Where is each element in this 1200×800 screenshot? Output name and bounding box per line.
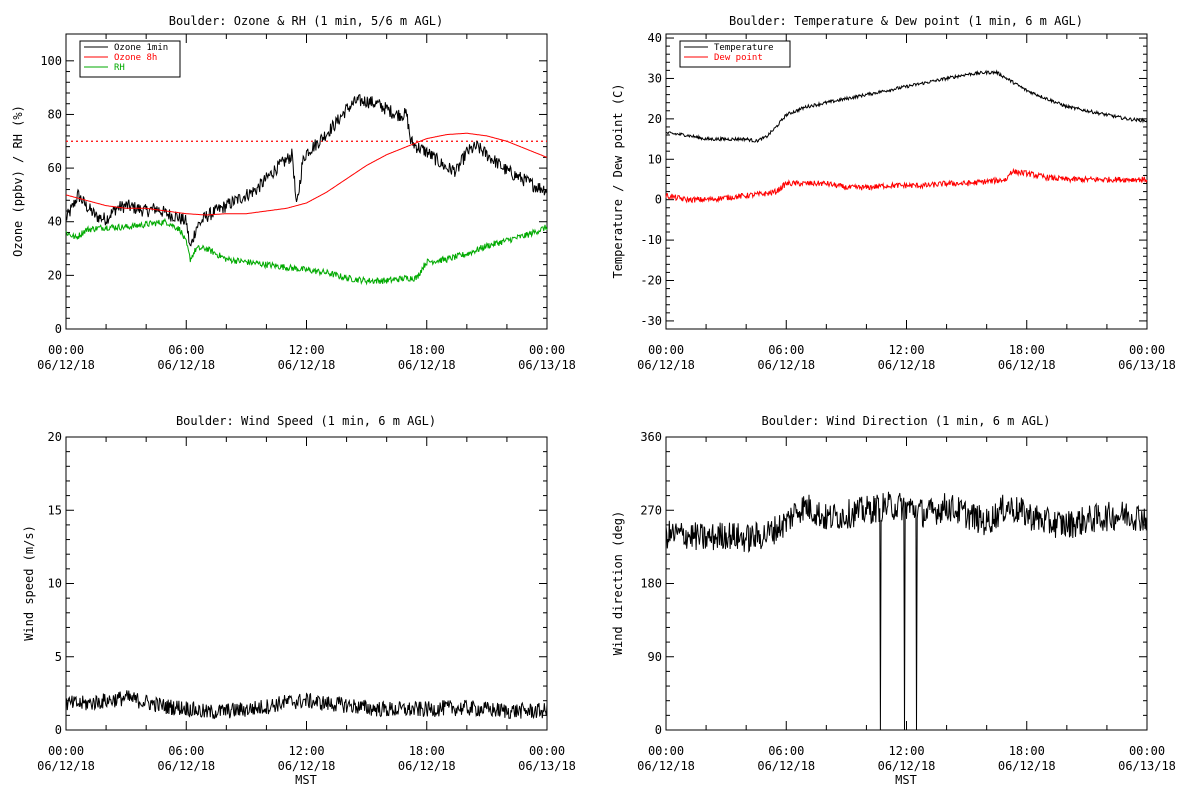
x-tick-label-date: 06/12/18 (37, 759, 95, 773)
x-tick-label-time: 18:00 (409, 343, 445, 357)
x-tick-label-time: 00:00 (529, 343, 565, 357)
y-axis-label: Ozone (ppbv) / RH (%) (11, 105, 25, 257)
x-tick-label-time: 12:00 (888, 744, 924, 758)
legend-label: Temperature (714, 43, 774, 53)
series-line-temperature (665, 69, 1148, 143)
x-tick-label-time: 00:00 (1129, 343, 1165, 357)
x-tick-label-date: 06/12/18 (878, 358, 936, 372)
x-tick-label-time: 12:00 (288, 744, 324, 758)
x-tick-label-date: 06/13/18 (1118, 358, 1176, 372)
x-tick-label-date: 06/12/18 (398, 759, 456, 773)
wind-speed-panel: Boulder: Wind Speed (1 min, 6 m AGL) Win… (22, 414, 576, 787)
y-tick-label: 5 (55, 650, 62, 664)
x-tick-label-date: 06/12/18 (398, 358, 456, 372)
x-tick-label-date: 06/12/18 (157, 358, 215, 372)
x-tick-label-time: 18:00 (409, 744, 445, 758)
x-tick-label-date: 06/13/18 (1118, 759, 1176, 773)
x-tick-label-date: 06/12/18 (278, 358, 336, 372)
legend-box (79, 40, 181, 78)
y-axis-label: Wind direction (deg) (611, 511, 625, 656)
plot-frame (65, 436, 548, 731)
y-tick-label: 360 (640, 430, 662, 444)
wind-direction-panel: Boulder: Wind Direction (1 min, 6 m AGL)… (611, 414, 1176, 787)
x-axis-label: MST (895, 773, 917, 787)
chart-title: Boulder: Temperature & Dew point (1 min,… (729, 14, 1083, 28)
x-tick-label-date: 06/12/18 (757, 358, 815, 372)
y-tick-label: -10 (640, 233, 662, 247)
y-tick-label: 10 (48, 577, 62, 591)
x-tick-label-time: 00:00 (48, 744, 84, 758)
x-axis-label: MST (295, 773, 317, 787)
y-tick-label: 270 (640, 503, 662, 517)
plot-frame (665, 436, 1148, 731)
legend-label: Ozone 8h (114, 53, 157, 63)
x-tick-label-time: 18:00 (1009, 343, 1045, 357)
x-tick-label-date: 06/13/18 (518, 759, 576, 773)
legend-box (679, 40, 791, 68)
y-tick-label: -30 (640, 314, 662, 328)
x-tick-label-date: 06/12/18 (878, 759, 936, 773)
x-tick-label-date: 06/12/18 (637, 358, 695, 372)
x-tick-label-time: 00:00 (648, 343, 684, 357)
series-line-rh (65, 217, 548, 286)
x-tick-label-time: 18:00 (1009, 744, 1045, 758)
x-tick-label-date: 06/12/18 (998, 759, 1056, 773)
x-tick-label-time: 00:00 (648, 744, 684, 758)
chart-title: Boulder: Wind Speed (1 min, 6 m AGL) (176, 414, 436, 428)
y-tick-label: 180 (640, 577, 662, 591)
x-tick-label-time: 00:00 (48, 343, 84, 357)
x-tick-label-date: 06/12/18 (757, 759, 815, 773)
legend-label: RH (114, 63, 125, 73)
y-axis-label: Temperature / Dew point (C) (611, 83, 625, 278)
y-tick-label: 0 (655, 193, 662, 207)
y-tick-label: 0 (55, 723, 62, 737)
x-tick-label-time: 06:00 (768, 744, 804, 758)
series-line-ozone-1min (65, 94, 548, 247)
series-line-ozone-8h (65, 132, 548, 216)
y-axis-label: Wind speed (m/s) (22, 525, 36, 641)
y-tick-label: 30 (648, 71, 662, 85)
x-tick-label-date: 06/12/18 (278, 759, 336, 773)
legend-label: Ozone 1min (114, 43, 168, 53)
x-tick-label-time: 12:00 (888, 343, 924, 357)
series-line-series-0 (65, 690, 548, 720)
chart-title: Boulder: Wind Direction (1 min, 6 m AGL) (762, 414, 1051, 428)
x-tick-label-time: 00:00 (529, 744, 565, 758)
temperature-dewpoint-panel: Boulder: Temperature & Dew point (1 min,… (611, 14, 1176, 372)
y-tick-label: 60 (48, 161, 62, 175)
y-tick-label: 100 (40, 54, 62, 68)
legend-label: Dew point (714, 53, 763, 63)
series-line-series-0 (665, 491, 1148, 731)
y-tick-label: 0 (655, 723, 662, 737)
y-tick-label: 20 (648, 112, 662, 126)
y-tick-label: 10 (648, 152, 662, 166)
y-tick-label: 0 (55, 322, 62, 336)
x-tick-label-date: 06/12/18 (637, 759, 695, 773)
y-tick-label: 80 (48, 107, 62, 121)
y-tick-label: -20 (640, 274, 662, 288)
x-tick-label-date: 06/13/18 (518, 358, 576, 372)
ozone-rh-panel: Boulder: Ozone & RH (1 min, 5/6 m AGL) O… (11, 14, 576, 372)
x-tick-label-time: 00:00 (1129, 744, 1165, 758)
x-tick-label-time: 06:00 (168, 744, 204, 758)
x-tick-label-date: 06/12/18 (998, 358, 1056, 372)
x-tick-label-date: 06/12/18 (157, 759, 215, 773)
x-tick-label-time: 12:00 (288, 343, 324, 357)
x-tick-label-date: 06/12/18 (37, 358, 95, 372)
y-tick-label: 40 (48, 215, 62, 229)
x-tick-label-time: 06:00 (168, 343, 204, 357)
y-tick-label: 40 (648, 31, 662, 45)
y-tick-label: 15 (48, 503, 62, 517)
y-tick-label: 20 (48, 430, 62, 444)
chart-title: Boulder: Ozone & RH (1 min, 5/6 m AGL) (169, 14, 444, 28)
series-line-dew-point (665, 167, 1148, 204)
y-tick-label: 20 (48, 268, 62, 282)
x-tick-label-time: 06:00 (768, 343, 804, 357)
plot-frame (65, 33, 548, 330)
y-tick-label: 90 (648, 650, 662, 664)
